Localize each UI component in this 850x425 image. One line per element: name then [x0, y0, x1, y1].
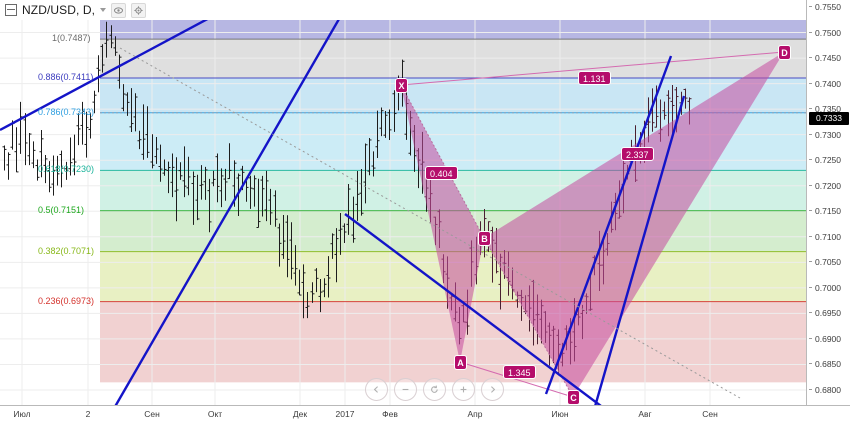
price-tick: 0.7150: [807, 205, 850, 217]
minus-icon: [401, 385, 410, 394]
chevron-right-icon: [488, 385, 497, 394]
fibonacci-level-label: 0.886(0.7411): [38, 71, 94, 82]
zoom-out-button[interactable]: [394, 378, 417, 401]
price-tick: 0.7050: [807, 256, 850, 268]
price-tick: 0.7000: [807, 282, 850, 294]
time-tick: 2017: [335, 409, 355, 419]
chart-nav-buttons: [365, 378, 504, 401]
chart-canvas: [0, 20, 806, 405]
zoom-in-button[interactable]: [452, 378, 475, 401]
pattern-point-x[interactable]: X: [395, 78, 408, 93]
price-tick: 0.6850: [807, 358, 850, 370]
price-tick: 0.7300: [807, 129, 850, 141]
scroll-forward-button[interactable]: [481, 378, 504, 401]
time-tick: Сен: [702, 409, 718, 419]
harmonic-pattern-shape: [400, 51, 785, 398]
plus-icon: [459, 385, 468, 394]
fibonacci-level-label: 0.786(0.7343): [38, 106, 95, 117]
chart-header: NZD/USD, D,: [0, 0, 850, 20]
price-tick: 0.7200: [807, 180, 850, 192]
price-tick: 0.7350: [807, 103, 850, 115]
eye-icon[interactable]: [111, 2, 127, 18]
last-price-badge: 0.7333: [809, 111, 849, 125]
price-axis[interactable]: 0.7550 0.7500 0.7450 0.7400 0.7350 0.7300 0.72…: [806, 0, 850, 405]
trend-lines: [0, 20, 741, 405]
fibonacci-level-label: 1(0.7487): [52, 33, 91, 44]
pattern-ratio-label[interactable]: 0.404: [425, 166, 458, 180]
pattern-point-b[interactable]: B: [478, 231, 491, 246]
chart-plot-area[interactable]: 1(0.7487) 0.886(0.7411) 0.786(0.7343) 0.618…: [0, 20, 806, 405]
fibonacci-level-label: 0.236(0.6973): [38, 295, 95, 306]
chevron-left-icon: [372, 385, 381, 394]
time-axis[interactable]: Июл 2 Сен Окт Дек 2017 Фев Апр Июн Авг Сен: [0, 405, 850, 425]
price-tick: 0.7550: [807, 1, 850, 13]
pattern-point-a[interactable]: A: [454, 355, 467, 370]
collapse-icon[interactable]: [5, 4, 17, 16]
fibonacci-level-label: 0.5(0.7151): [38, 204, 85, 215]
reset-icon: [430, 385, 439, 394]
time-tick: Окт: [207, 409, 223, 419]
time-tick: Июл: [13, 409, 31, 419]
time-tick: Фев: [382, 409, 398, 419]
fibonacci-level-label: 0.618(0.7230): [38, 164, 95, 175]
symbol-label[interactable]: NZD/USD, D,: [22, 3, 96, 17]
gear-icon[interactable]: [131, 2, 147, 18]
price-tick: 0.7400: [807, 78, 850, 90]
time-tick: Июн: [551, 409, 569, 419]
price-tick: 0.7100: [807, 231, 850, 243]
pattern-point-d[interactable]: D: [778, 45, 791, 60]
price-tick: 0.7500: [807, 27, 850, 39]
scroll-back-button[interactable]: [365, 378, 388, 401]
chevron-down-icon[interactable]: [100, 8, 107, 12]
time-tick: Сен: [144, 409, 160, 419]
fibonacci-level-label: 0.382(0.7071): [38, 245, 95, 256]
time-tick: Дек: [292, 409, 308, 419]
price-tick: 0.6900: [807, 333, 850, 345]
pattern-point-c[interactable]: C: [567, 390, 580, 405]
pattern-ratio-label[interactable]: 1.131: [578, 71, 611, 85]
price-tick: 0.6950: [807, 307, 850, 319]
pattern-ratio-label[interactable]: 2.337: [621, 147, 654, 161]
price-tick: 0.6800: [807, 384, 850, 396]
pattern-ratio-label[interactable]: 1.345: [503, 365, 536, 379]
time-tick: Авг: [638, 409, 652, 419]
time-tick: 2: [85, 409, 91, 419]
reset-chart-button[interactable]: [423, 378, 446, 401]
time-tick: Апр: [467, 409, 483, 419]
price-tick: 0.7450: [807, 52, 850, 64]
price-tick: 0.7250: [807, 154, 850, 166]
